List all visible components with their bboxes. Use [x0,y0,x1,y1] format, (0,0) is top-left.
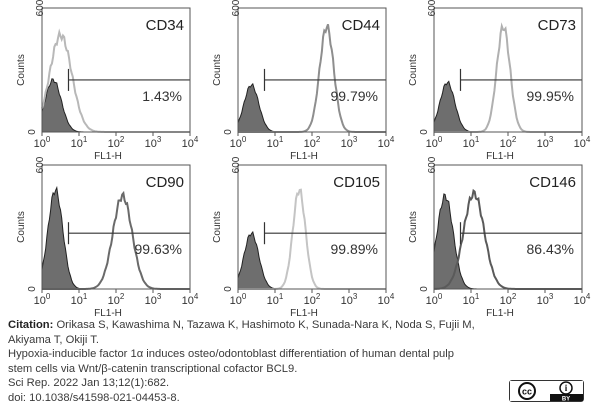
gated-percentage: 99.95% [527,88,574,104]
cc-by-icon: cc i BY [510,381,583,402]
panel-title: CD105 [333,174,380,191]
cc-glyph: cc [522,387,532,397]
x-tick-label: 104 [574,135,591,150]
citation-authors: Orikasa S, Kawashima N, Tazawa K, Hashim… [56,319,475,331]
plot-area [238,8,386,132]
histogram-panel-cd90: CD90 99.63% 100 101 102 103 104 FL1-H 0 600 Counts [16,156,199,318]
x-tick-label: 100 [34,135,51,150]
gated-percentage: 99.79% [331,88,378,104]
panel-title: CD73 [538,17,576,34]
x-tick-label: 103 [341,292,358,307]
x-tick-label: 102 [304,135,321,150]
y-axis-label: Counts [212,54,223,86]
y-axis-label: Counts [212,211,223,243]
histogram-panel-cd34: CD34 1.43% 100 101 102 103 104 FL1-H 0 600 Counts [16,0,199,162]
panel-title: CD34 [146,17,184,34]
histogram-panel-cd73: CD73 99.95% 100 101 102 103 104 FL1-H 0 600 Counts [408,0,591,162]
y-tick-label: 0 [27,286,38,292]
gated-percentage: 99.63% [135,241,182,257]
x-tick-label: 104 [182,135,199,150]
gated-percentage: 99.89% [331,241,378,257]
y-tick-label: 0 [27,129,38,135]
x-axis-label: FL1-H [94,308,122,318]
panel-title: CD90 [146,174,184,191]
y-tick-label: 0 [419,129,430,135]
x-tick-label: 103 [537,135,554,150]
x-tick-label: 101 [463,292,480,307]
citation-label: Citation: [8,319,54,331]
y-tick-label: 600 [35,0,46,16]
panel-title: CD146 [529,174,576,191]
histogram-panel-cd146: CD146 86.43% 100 101 102 103 104 FL1-H 0 600 Count… [408,156,591,318]
x-axis-label: FL1-H [486,308,514,318]
plot-area [434,8,582,132]
plot-area [238,165,386,289]
x-tick-label: 103 [341,135,358,150]
citation-caption: Citation: Orikasa S, Kawashima N, Tazawa… [8,318,508,406]
x-tick-label: 100 [230,135,247,150]
y-tick-label: 0 [223,129,234,135]
x-tick-label: 100 [426,292,443,307]
x-tick-label: 102 [108,135,125,150]
x-tick-label: 104 [378,135,395,150]
y-tick-label: 0 [419,286,430,292]
by-glyph: i [565,383,568,393]
x-axis-label: FL1-H [486,151,514,162]
y-tick-label: 600 [427,156,438,173]
x-tick-label: 102 [304,292,321,307]
x-axis-label: FL1-H [290,308,318,318]
doi-reference: doi: 10.1038/s41598-021-04453-8. [8,391,180,404]
y-tick-label: 600 [35,156,46,173]
histogram-panel-cd44: CD44 99.79% 100 101 102 103 104 FL1-H 0 600 Counts [212,0,395,162]
citation-authors-continued: Akiyama T, Okiji T. [8,333,99,346]
x-tick-label: 100 [34,292,51,307]
panel-title: CD44 [342,17,380,34]
x-tick-label: 102 [108,292,125,307]
x-tick-label: 102 [500,135,517,150]
y-tick-label: 600 [231,156,242,173]
x-tick-label: 101 [71,135,88,150]
journal-reference: Sci Rep. 2022 Jan 13;12(1):682. [8,377,170,390]
gated-percentage: 86.43% [527,241,574,257]
x-tick-label: 101 [463,135,480,150]
by-label: BY [562,396,570,401]
x-tick-label: 104 [574,292,591,307]
y-axis-label: Counts [16,54,27,86]
y-tick-label: 600 [231,0,242,16]
x-tick-label: 104 [378,292,395,307]
x-tick-label: 101 [267,135,284,150]
x-tick-label: 100 [426,135,443,150]
x-tick-label: 101 [71,292,88,307]
histogram-panel-cd105: CD105 99.89% 100 101 102 103 104 FL1-H 0 600 Count… [212,156,395,318]
x-tick-label: 104 [182,292,199,307]
article-title-line-2: stem cells via Wnt/β-catenin transcripti… [8,362,298,375]
x-axis-label: FL1-H [94,151,122,162]
y-axis-label: Counts [408,54,419,86]
y-tick-label: 0 [223,286,234,292]
x-axis-label: FL1-H [290,151,318,162]
x-tick-label: 100 [230,292,247,307]
x-tick-label: 102 [500,292,517,307]
gated-percentage: 1.43% [142,88,182,104]
y-tick-label: 600 [427,0,438,16]
x-tick-label: 103 [145,135,162,150]
x-tick-label: 103 [537,292,554,307]
x-tick-label: 103 [145,292,162,307]
x-tick-label: 101 [267,292,284,307]
y-axis-label: Counts [408,211,419,243]
cc-by-license-badge[interactable]: cc i BY [509,380,584,402]
article-title-line-1: Hypoxia-inducible factor 1α induces oste… [8,348,454,361]
y-axis-label: Counts [16,211,27,243]
plot-area [42,8,190,132]
